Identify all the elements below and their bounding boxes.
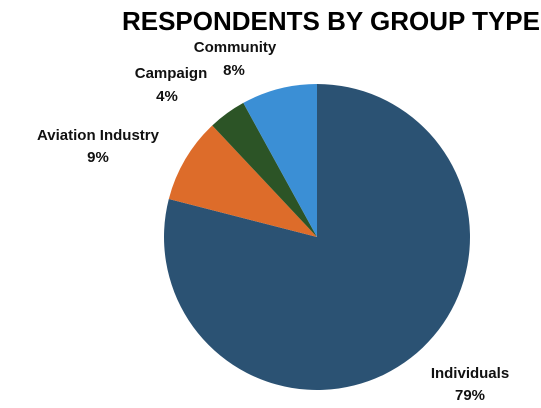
slice-label-campaign: Campaign (135, 65, 208, 82)
pie-slice-aviation-industry (168, 125, 317, 237)
pie-slices (164, 84, 471, 390)
slice-value-campaign: 4% (156, 88, 178, 105)
pie-slice-community (243, 84, 317, 237)
slice-value-individuals: 79% (455, 387, 485, 404)
slice-label-individuals: Individuals (431, 365, 509, 382)
slice-label-community: Community (194, 39, 277, 56)
chart-title: RESPONDENTS BY GROUP TYPE (122, 6, 540, 36)
slice-value-community: 8% (223, 62, 245, 79)
slice-value-aviation-industry: 9% (87, 149, 109, 166)
pie-slice-campaign (212, 102, 317, 238)
pie-labels: Individuals 79% Aviation Industry 9% Campaig… (37, 39, 509, 404)
slice-label-aviation-industry: Aviation Industry (37, 127, 160, 144)
pie-slice-individuals (164, 84, 471, 390)
